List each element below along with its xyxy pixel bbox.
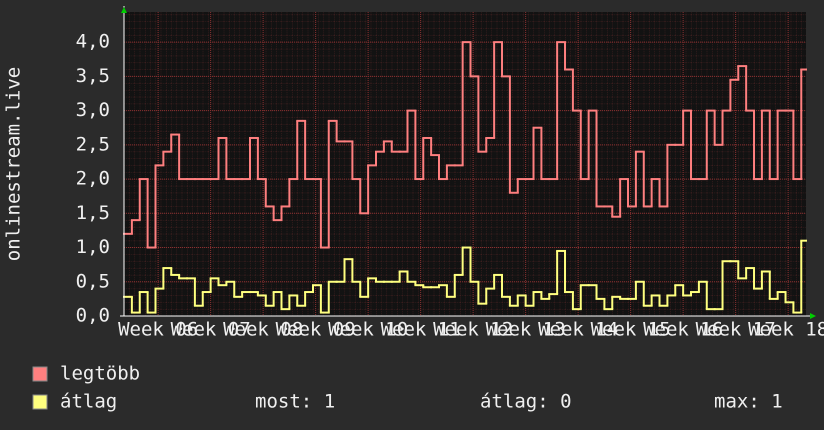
x-tick-label: Week 10 xyxy=(328,319,408,341)
minor-grid xyxy=(124,12,806,316)
y-tick-label: 2,5 xyxy=(76,133,110,155)
x-tick-label: Week 06 xyxy=(118,319,198,341)
y-tick-label: 1,5 xyxy=(76,202,110,224)
legend-label: legtöbb xyxy=(60,363,140,385)
stat-value: 0 xyxy=(560,391,571,413)
x-tick-label: Week 17 xyxy=(696,319,776,341)
y-tick-label: 4,0 xyxy=(76,31,110,53)
x-arrow xyxy=(810,313,816,319)
series xyxy=(123,239,807,314)
series xyxy=(123,41,807,249)
stat-value: 1 xyxy=(324,391,335,413)
stat-label: átlag: xyxy=(480,391,549,413)
x-tick-label: Week 11 xyxy=(381,319,461,341)
grid xyxy=(124,12,806,317)
x-tick-label: Week 14 xyxy=(538,319,618,341)
x-tick-label: Week 09 xyxy=(276,319,356,341)
y-arrow xyxy=(121,7,127,13)
y-tick-label: 1,0 xyxy=(76,236,110,258)
x-tick-label: Week 12 xyxy=(433,319,513,341)
stat-label: max: xyxy=(714,391,760,413)
stat-value: 1 xyxy=(771,391,782,413)
x-tick-label: Week 16 xyxy=(643,319,723,341)
y-tick-label: 0,0 xyxy=(76,305,110,327)
legend-swatch xyxy=(32,394,48,410)
legend-swatch xyxy=(32,366,48,382)
x-tick-label: Week 13 xyxy=(486,319,566,341)
y-axis-label: onlinestream.live xyxy=(3,67,25,261)
stat-label: most: xyxy=(255,391,312,413)
x-tick-label: Week 07 xyxy=(171,319,251,341)
legend: legtöbb átlag most: 1 átlag: 0 max: 1 xyxy=(32,363,783,413)
y-tick-label: 3,5 xyxy=(76,65,110,87)
y-tick-label: 0,5 xyxy=(76,270,110,292)
x-tick-label: Week 18 xyxy=(748,319,824,341)
x-tick-label: Week 15 xyxy=(591,319,671,341)
y-tick-label: 2,0 xyxy=(76,168,110,190)
y-tick-label: 3,0 xyxy=(76,99,110,121)
series-lines xyxy=(123,41,807,314)
legend-label: átlag xyxy=(60,391,117,413)
x-tick-label: Week 08 xyxy=(223,319,303,341)
